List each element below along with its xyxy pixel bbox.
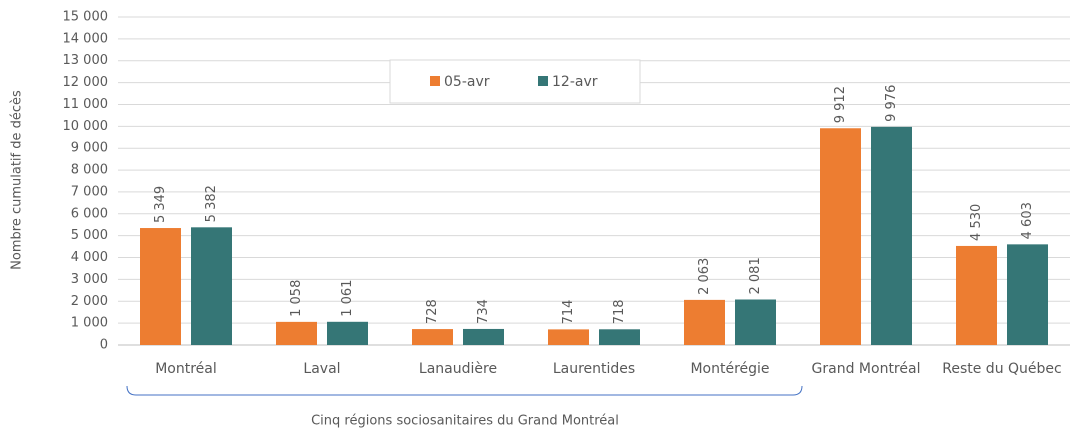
y-tick-label: 15 000 [63, 10, 109, 25]
legend-swatch [430, 76, 440, 86]
bar [140, 228, 181, 345]
y-tick-label: 2 000 [71, 294, 108, 309]
x-tick-label: Montréal [155, 361, 217, 377]
legend: 05-avr 12-avr [389, 59, 641, 104]
y-tick-label: 5 000 [71, 228, 108, 243]
data-label: 9 976 [884, 85, 899, 122]
legend-label: 12-avr [552, 74, 598, 90]
y-tick-label: 14 000 [63, 31, 109, 46]
y-tick-label: 8 000 [71, 163, 108, 178]
y-tick-label: 13 000 [63, 53, 109, 68]
data-label: 5 382 [204, 185, 219, 222]
data-label: 728 [425, 299, 440, 324]
bar [276, 321, 317, 345]
data-label: 9 912 [833, 86, 848, 123]
x-tick-label: Laval [303, 361, 340, 377]
x-tick-label: Montérégie [690, 361, 769, 377]
bar [548, 329, 589, 345]
y-axis-label: Nombre cumulatif de décès [10, 90, 25, 270]
data-label: 4 530 [969, 204, 984, 241]
y-tick-label: 1 000 [71, 316, 108, 331]
legend-label: 05-avr [444, 74, 490, 90]
bar [599, 329, 640, 345]
bar [463, 328, 504, 345]
y-tick-label: 7 000 [71, 184, 108, 199]
annotation: Cinq régions sociosanitaires du Grand Mo… [311, 414, 619, 429]
y-tick-label: 9 000 [71, 141, 108, 156]
data-label: 718 [612, 299, 627, 324]
bar [1007, 244, 1048, 345]
data-label: 1 058 [289, 280, 304, 317]
y-tick-label: 0 [100, 338, 108, 353]
legend-swatch [538, 76, 548, 86]
data-label: 734 [476, 299, 491, 324]
bar [871, 126, 912, 346]
bar [191, 227, 232, 345]
y-tick-label: 3 000 [71, 272, 108, 287]
x-tick-label: Reste du Québec [942, 361, 1061, 377]
bar [684, 299, 725, 345]
bar [327, 321, 368, 345]
bar [956, 245, 997, 345]
x-tick-label: Lanaudière [419, 361, 497, 377]
data-label: 2 063 [697, 258, 712, 295]
y-tick-label: 12 000 [63, 75, 109, 90]
y-tick-label: 11 000 [63, 97, 109, 112]
data-label: 5 349 [153, 186, 168, 223]
legend-box [389, 59, 641, 104]
y-tick-label: 4 000 [71, 250, 108, 265]
bracket [126, 385, 803, 396]
y-tick-label: 6 000 [71, 206, 108, 221]
x-tick-label: Laurentides [553, 361, 635, 377]
data-label: 1 061 [340, 280, 355, 317]
bar [820, 128, 861, 345]
y-tick-label: 10 000 [63, 119, 109, 134]
data-label: 2 081 [748, 257, 763, 294]
bar [412, 329, 453, 345]
data-label: 4 603 [1020, 202, 1035, 239]
bar [735, 299, 776, 345]
data-label: 714 [561, 300, 576, 325]
x-tick-label: Grand Montréal [812, 361, 921, 377]
